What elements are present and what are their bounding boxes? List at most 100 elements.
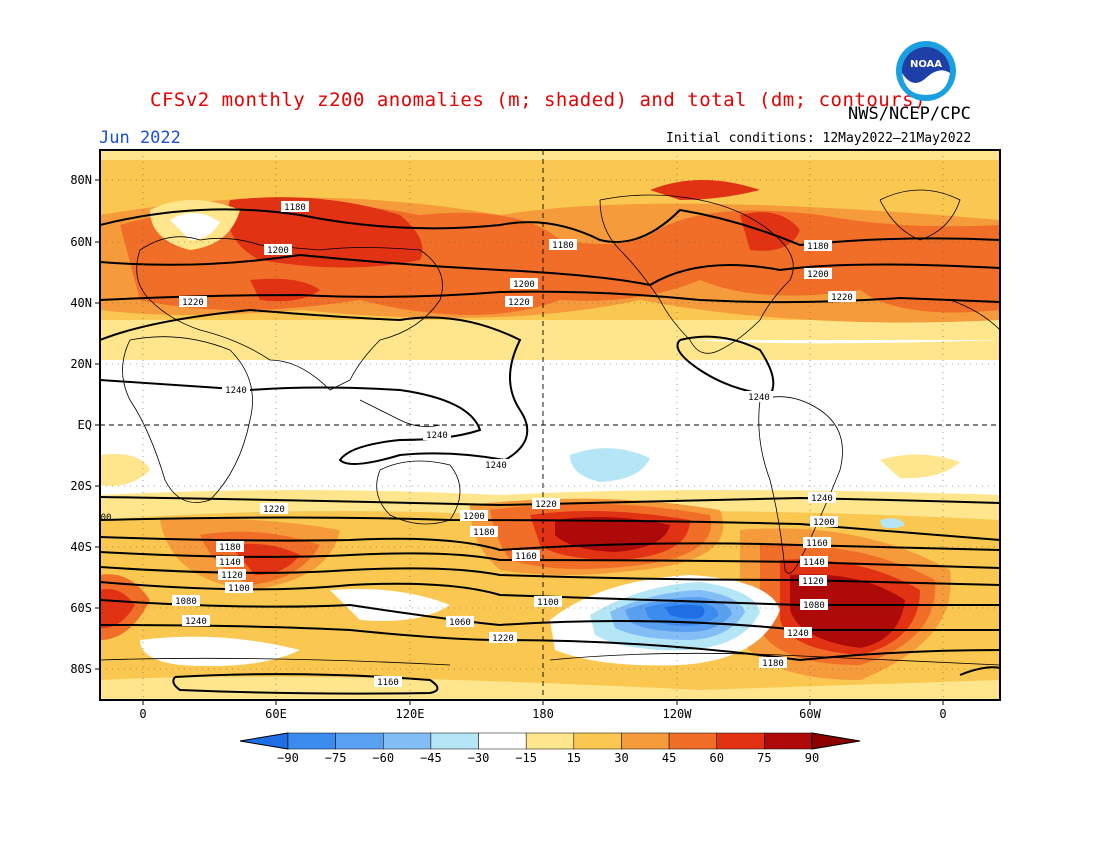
contour-label: 1220 (828, 291, 856, 303)
svg-text:1160: 1160 (806, 539, 828, 549)
contour-label: 1240 (222, 384, 250, 396)
svg-text:1220: 1220 (508, 298, 530, 308)
contour-label: 1240 (482, 459, 510, 471)
svg-text:1180: 1180 (284, 203, 306, 213)
colorbar-box (335, 732, 384, 750)
svg-text:1080: 1080 (175, 597, 197, 607)
lon-label: 120E (396, 707, 425, 721)
logo-text: NOAA (910, 59, 942, 70)
contour-label: 1080 (172, 595, 200, 607)
colorbar-label: 45 (662, 751, 676, 765)
contour-label: 1240 (808, 492, 836, 504)
svg-text:1120: 1120 (802, 577, 824, 587)
contour-label: 1140 (800, 556, 828, 568)
svg-text:1060: 1060 (449, 618, 471, 628)
noaa-logo: NOAA (896, 41, 956, 101)
svg-text:1100: 1100 (228, 584, 250, 594)
colorbar-label: −15 (515, 751, 537, 765)
map-title: CFSv2 monthly z200 anomalies (m; shaded)… (150, 89, 927, 111)
svg-text:1240: 1240 (185, 617, 207, 627)
colorbar-box (525, 732, 575, 750)
colorbar-label: 75 (757, 751, 771, 765)
contour-label: 1220 (505, 296, 533, 308)
colorbar-box (716, 732, 765, 750)
svg-text:1240: 1240 (787, 629, 809, 639)
contour-label: 1240 (784, 627, 812, 639)
lon-label: 60E (265, 707, 287, 721)
svg-text:1240: 1240 (426, 431, 448, 441)
colorbar-label: 60 (710, 751, 724, 765)
lon-label: 0 (139, 707, 146, 721)
lon-label: 60W (799, 707, 821, 721)
lat-label: 40N (70, 296, 92, 310)
colorbar: −90 −75 −60 −45 −30 −15 15 30 45 60 75 90 (239, 732, 861, 765)
colorbar-box (621, 732, 670, 750)
contour-label: 1120 (799, 575, 827, 587)
svg-text:1240: 1240 (485, 461, 507, 471)
svg-text:1220: 1220 (182, 298, 204, 308)
contour-label: 1220 (489, 632, 517, 644)
contour-label: 1240 (423, 429, 451, 441)
contour-label: 1200 (460, 510, 488, 522)
svg-text:1220: 1220 (831, 293, 853, 303)
contour-label: 1180 (804, 240, 832, 252)
valid-month: Jun 2022 (99, 128, 181, 148)
svg-text:1180: 1180 (807, 242, 829, 252)
lon-label: 120W (663, 707, 693, 721)
contour-label: 1160 (512, 550, 540, 562)
svg-text:1160: 1160 (515, 552, 537, 562)
svg-text:1240: 1240 (225, 386, 247, 396)
svg-text:1200: 1200 (463, 512, 485, 522)
svg-text:1120: 1120 (221, 571, 243, 581)
colorbar-label: −90 (277, 751, 299, 765)
svg-text:1140: 1140 (803, 558, 825, 568)
svg-text:1180: 1180 (552, 241, 574, 251)
svg-text:1140: 1140 (219, 558, 241, 568)
svg-text:1200: 1200 (807, 270, 829, 280)
contour-label: 1180 (216, 541, 244, 553)
svg-text:1240: 1240 (811, 494, 833, 504)
axis-ticks (95, 179, 944, 705)
lat-label: 20S (70, 479, 92, 493)
longitude-labels: 0 60E 120E 180 120W 60W 0 (139, 707, 946, 721)
contour-label: 1200 (804, 268, 832, 280)
svg-text:1180: 1180 (219, 543, 241, 553)
contour-label: 1160 (803, 537, 831, 549)
coastlines (100, 189, 1000, 666)
svg-text:1240: 1240 (748, 393, 770, 403)
svg-text:1220: 1220 (263, 505, 285, 515)
lon-label: 0 (939, 707, 946, 721)
svg-text:1180: 1180 (473, 528, 495, 538)
colorbar-label: 15 (567, 751, 581, 765)
equator-and-dateline (100, 150, 1000, 700)
colorbar-box (764, 732, 813, 750)
svg-text:1200: 1200 (267, 246, 289, 256)
contour-labels: 1180 1180 1180 1200 1200 1200 1220 1220 1220 1240… (101, 201, 856, 688)
svg-text:1220: 1220 (535, 500, 557, 510)
colorbar-label: 90 (805, 751, 819, 765)
svg-text:1180: 1180 (762, 659, 784, 669)
colorbar-box (430, 732, 479, 750)
contour-label: 1180 (470, 526, 498, 538)
agency-label: NWS/NCEP/CPC (848, 104, 971, 124)
contour-label: 1060 (446, 616, 474, 628)
svg-text:1080: 1080 (803, 601, 825, 611)
contour-label: 00 (101, 513, 112, 523)
colorbar-box (478, 732, 527, 750)
colorbar-label: −45 (420, 751, 442, 765)
colorbar-box (573, 732, 622, 750)
contour-label: 1200 (510, 278, 538, 290)
initial-conditions: Initial conditions: 12May2022–21May2022 (666, 131, 972, 146)
svg-text:1160: 1160 (377, 678, 399, 688)
latitude-labels: 80N 60N 40N 20N EQ 20S 40S 60S 80S (70, 173, 92, 676)
contour-label: 1240 (745, 391, 773, 403)
colorbar-label: 30 (614, 751, 628, 765)
contour-label: 1080 (800, 599, 828, 611)
contour-label: 1100 (225, 582, 253, 594)
contour-label: 1180 (281, 201, 309, 213)
colorbar-box (383, 732, 432, 750)
svg-text:1220: 1220 (492, 634, 514, 644)
contour-label: 1100 (534, 596, 562, 608)
colorbar-min-arrow (239, 732, 289, 750)
